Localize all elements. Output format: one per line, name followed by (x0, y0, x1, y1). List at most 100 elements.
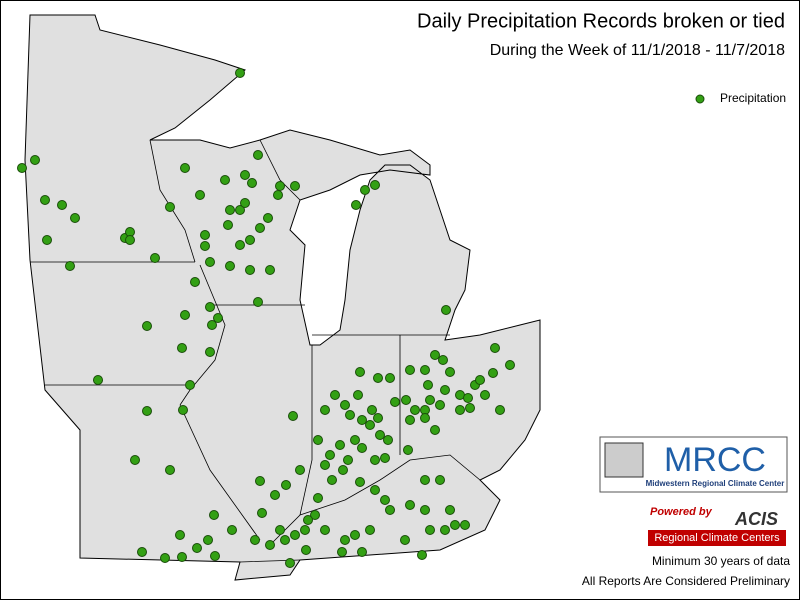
record-dot (225, 205, 235, 215)
record-dot (290, 181, 300, 191)
title: Daily Precipitation Records broken or ti… (417, 10, 785, 32)
record-dot (430, 350, 440, 360)
record-dot (200, 241, 210, 251)
record-dot (357, 415, 367, 425)
record-dot (273, 190, 283, 200)
record-dot (365, 420, 375, 430)
record-dot (320, 405, 330, 415)
record-dot (490, 343, 500, 353)
record-dot (313, 435, 323, 445)
legend-label: Precipitation (720, 91, 786, 105)
station-dots (17, 68, 515, 568)
legend-marker (695, 94, 705, 104)
record-dot (30, 155, 40, 165)
record-dot (327, 475, 337, 485)
record-dot (417, 550, 427, 560)
record-dot (137, 547, 147, 557)
record-dot (455, 405, 465, 415)
record-dot (373, 373, 383, 383)
record-dot (337, 547, 347, 557)
record-dot (40, 195, 50, 205)
record-dot (330, 390, 340, 400)
record-dot (150, 253, 160, 263)
record-dot (165, 465, 175, 475)
record-dot (475, 375, 485, 385)
note: Minimum 30 years of data (652, 554, 790, 568)
note: All Reports Are Considered Preliminary (582, 574, 790, 588)
mrcc-text: MRCC (664, 441, 766, 479)
record-dot (375, 430, 385, 440)
record-dot (460, 520, 470, 530)
record-dot (373, 413, 383, 423)
mrcc-logo: MRCC Midwestern Regional Climate Center (599, 436, 788, 493)
record-dot (255, 223, 265, 233)
powered-by: Powered by (650, 506, 713, 518)
record-dot (209, 510, 219, 520)
record-dot (263, 213, 273, 223)
record-dot (325, 450, 335, 460)
record-dot (435, 475, 445, 485)
record-dot (370, 485, 380, 495)
record-dot (401, 395, 411, 405)
record-dot (210, 551, 220, 561)
acis-bar (648, 530, 786, 546)
record-dot (93, 375, 103, 385)
record-dot (255, 476, 265, 486)
record-dot (300, 525, 310, 535)
record-dot (450, 520, 460, 530)
record-dot (353, 390, 363, 400)
record-dot (357, 547, 367, 557)
subtitle: During the Week of 11/1/2018 - 11/7/2018 (490, 42, 785, 59)
acis-name: Regional Climate Centers (654, 532, 780, 544)
record-dot (280, 535, 290, 545)
record-dot (223, 220, 233, 230)
record-dot (357, 443, 367, 453)
record-dot (285, 558, 295, 568)
record-dot (488, 368, 498, 378)
record-dot (463, 393, 473, 403)
record-dot (360, 185, 370, 195)
record-dot (313, 493, 323, 503)
record-dot (420, 505, 430, 515)
record-dot (320, 460, 330, 470)
record-dot (57, 200, 67, 210)
record-dot (370, 180, 380, 190)
record-dot (310, 510, 320, 520)
record-dot (203, 535, 213, 545)
record-dot (180, 163, 190, 173)
record-dot (380, 453, 390, 463)
record-dot (340, 535, 350, 545)
record-dot (380, 495, 390, 505)
record-dot (385, 505, 395, 515)
record-dot (253, 297, 263, 307)
record-dot (160, 553, 170, 563)
record-dot (270, 490, 280, 500)
record-dot (281, 480, 291, 490)
record-dot (343, 455, 353, 465)
record-dot (430, 425, 440, 435)
record-dot (190, 277, 200, 287)
record-dot (275, 525, 285, 535)
record-dot (265, 265, 275, 275)
record-dot (205, 347, 215, 357)
record-dot (240, 198, 250, 208)
record-dot (438, 355, 448, 365)
record-dot (355, 367, 365, 377)
record-dot (480, 390, 490, 400)
acis-logo: Powered by ACIS Regional Climate Centers (648, 506, 786, 546)
record-dot (405, 365, 415, 375)
record-dot (301, 545, 311, 555)
record-dot (65, 261, 75, 271)
record-dot (423, 380, 433, 390)
record-dot (192, 543, 202, 553)
record-dot (370, 455, 380, 465)
record-dot (288, 411, 298, 421)
record-dot (195, 190, 205, 200)
record-dot (420, 475, 430, 485)
record-dot (425, 395, 435, 405)
record-dot (465, 403, 475, 413)
record-dot (235, 240, 245, 250)
record-dot (257, 508, 267, 518)
record-dot (400, 535, 410, 545)
record-dot (383, 435, 393, 445)
